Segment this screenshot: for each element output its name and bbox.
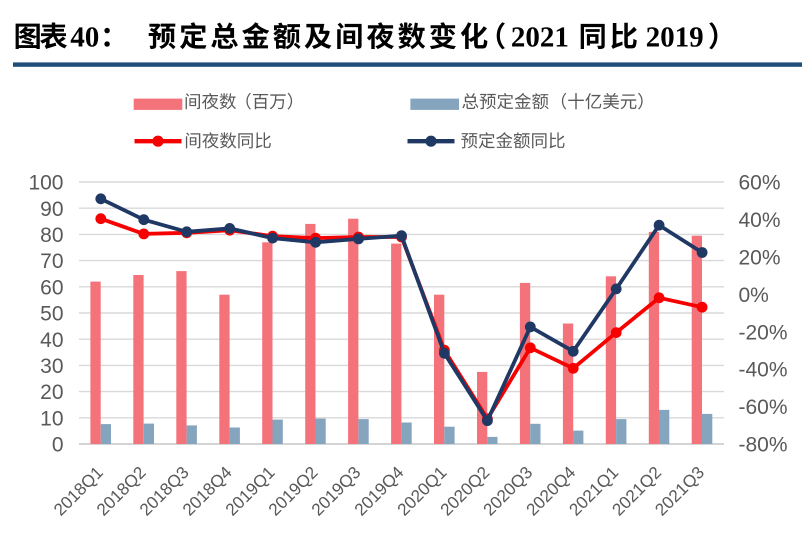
svg-text:30: 30 xyxy=(40,355,63,378)
svg-text:40%: 40% xyxy=(739,209,781,232)
svg-text:0: 0 xyxy=(52,434,64,457)
svg-text:-80%: -80% xyxy=(739,434,788,457)
svg-text:-20%: -20% xyxy=(739,321,788,344)
svg-text:90: 90 xyxy=(40,198,63,221)
svg-text:-40%: -40% xyxy=(739,359,788,382)
svg-text:60: 60 xyxy=(40,276,63,299)
svg-text:10: 10 xyxy=(40,407,63,430)
svg-text:20%: 20% xyxy=(739,247,781,270)
svg-text:0%: 0% xyxy=(739,284,769,307)
svg-text:70: 70 xyxy=(40,250,63,273)
svg-text:40: 40 xyxy=(40,329,63,352)
svg-text:100: 100 xyxy=(28,172,63,195)
svg-text:20: 20 xyxy=(40,381,63,404)
svg-text:50: 50 xyxy=(40,303,63,326)
svg-text:80: 80 xyxy=(40,224,63,247)
svg-text:-60%: -60% xyxy=(739,396,788,419)
svg-text:60%: 60% xyxy=(739,172,781,195)
